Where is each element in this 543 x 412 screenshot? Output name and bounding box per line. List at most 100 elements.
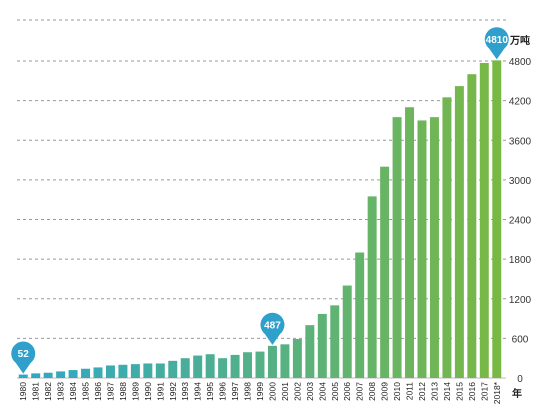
- bar: [405, 107, 415, 378]
- x-tick-label: 2007: [355, 382, 365, 401]
- y-tick-label: 3600: [509, 136, 532, 147]
- bar: [442, 97, 452, 378]
- x-tick-label: 2004: [317, 382, 327, 401]
- x-tick-label: 1997: [230, 382, 240, 401]
- bar: [155, 363, 165, 378]
- value-callout: 52: [11, 341, 36, 374]
- x-tick-label: 1996: [218, 382, 228, 401]
- x-tick-label: 1993: [180, 382, 190, 401]
- x-tick-label: 1981: [31, 382, 41, 401]
- bar: [305, 325, 315, 378]
- x-tick-label: 2017: [479, 382, 489, 401]
- x-tick-label: 2014: [442, 382, 452, 401]
- x-tick-label: 1984: [68, 382, 78, 401]
- y-axis-ticks: 0 600 1200 1800 2400 3000 3600 4200 4800: [509, 57, 532, 385]
- x-tick-label: 1995: [205, 382, 215, 401]
- x-tick-label: 2010: [392, 382, 402, 401]
- bar: [380, 166, 390, 378]
- x-tick-label: 1998: [243, 382, 253, 401]
- bar: [243, 352, 253, 378]
- bar: [479, 62, 489, 378]
- x-tick-label: 2011: [405, 382, 415, 401]
- x-tick-label: 2016: [467, 382, 477, 401]
- x-unit-label: 年: [512, 387, 522, 400]
- bar: [143, 363, 153, 378]
- y-tick-label: 4200: [509, 97, 532, 108]
- bar: [43, 372, 53, 378]
- bar: [205, 354, 215, 378]
- x-tick-label: 1987: [105, 382, 115, 401]
- y-tick-label: 0: [517, 374, 523, 385]
- y-tick-label: 1800: [509, 255, 532, 266]
- x-tick-label: 2018*: [492, 381, 502, 404]
- bar: [118, 364, 128, 378]
- y-tick-label: 4800: [509, 57, 532, 68]
- bar: [330, 305, 340, 378]
- callout-label: 52: [18, 349, 30, 360]
- callout-pin: [484, 27, 509, 60]
- x-tick-label: 2008: [367, 382, 377, 401]
- bar: [367, 196, 377, 378]
- x-tick-label: 2009: [380, 382, 390, 401]
- x-tick-label: 1983: [56, 382, 66, 401]
- bar: [342, 285, 352, 378]
- x-tick-label: 2001: [280, 382, 290, 401]
- x-tick-label: 1989: [130, 382, 140, 401]
- bar: [454, 86, 464, 378]
- bar: [93, 367, 103, 378]
- x-tick-label: 2012: [417, 382, 427, 401]
- bar: [68, 370, 78, 378]
- x-tick-label: 1985: [81, 382, 91, 401]
- bar: [81, 368, 91, 378]
- x-tick-label: 1988: [118, 382, 128, 401]
- x-tick-label: 1990: [143, 382, 153, 401]
- bar: [280, 344, 290, 378]
- x-tick-label: 2006: [342, 382, 352, 401]
- y-unit-label: 万吨: [509, 34, 530, 47]
- x-tick-label: 2015: [454, 382, 464, 401]
- bar: [56, 371, 66, 378]
- bar: [255, 351, 265, 378]
- x-tick-label: 2002: [292, 382, 302, 401]
- value-callout: 487: [260, 312, 285, 345]
- bar: [467, 74, 477, 379]
- callout-pin: [260, 312, 285, 345]
- bar: [193, 355, 203, 378]
- y-tick-label: 3000: [509, 176, 532, 187]
- x-axis-ticks: 1980 1981 1982 1983 1984 1985 1986 1987 1988 1989…: [18, 381, 502, 404]
- bar: [105, 365, 115, 378]
- callout-pin: [11, 341, 36, 374]
- x-tick-label: 2000: [267, 382, 277, 401]
- bar: [317, 313, 327, 378]
- bar: [218, 358, 228, 378]
- bar: [292, 339, 302, 378]
- bar: [492, 60, 502, 379]
- x-tick-label: 1986: [93, 382, 103, 401]
- bar: [31, 373, 41, 378]
- bar: [18, 374, 28, 378]
- bar-layer: [18, 60, 502, 379]
- bar: [230, 354, 240, 378]
- bar: [355, 252, 365, 378]
- y-tick-label: 2400: [509, 216, 532, 227]
- x-tick-label: 2003: [305, 382, 315, 401]
- x-tick-label: 2013: [429, 382, 439, 401]
- bar: [130, 364, 140, 378]
- x-tick-label: 2005: [330, 382, 340, 401]
- x-tick-label: 1994: [193, 382, 203, 401]
- bar: [429, 117, 439, 378]
- x-tick-label: 1982: [43, 382, 53, 401]
- callout-label: 487: [264, 320, 281, 331]
- x-tick-label: 1992: [168, 382, 178, 401]
- callout-layer: 52 487 4810: [11, 27, 509, 374]
- bar: [417, 120, 427, 378]
- x-tick-label: 1980: [18, 382, 28, 401]
- bar: [180, 358, 190, 378]
- x-tick-label: 1999: [255, 382, 265, 401]
- y-tick-label: 1200: [509, 295, 532, 306]
- callout-label: 4810: [486, 35, 509, 46]
- y-tick-label: 600: [512, 334, 529, 345]
- bar: [267, 345, 277, 378]
